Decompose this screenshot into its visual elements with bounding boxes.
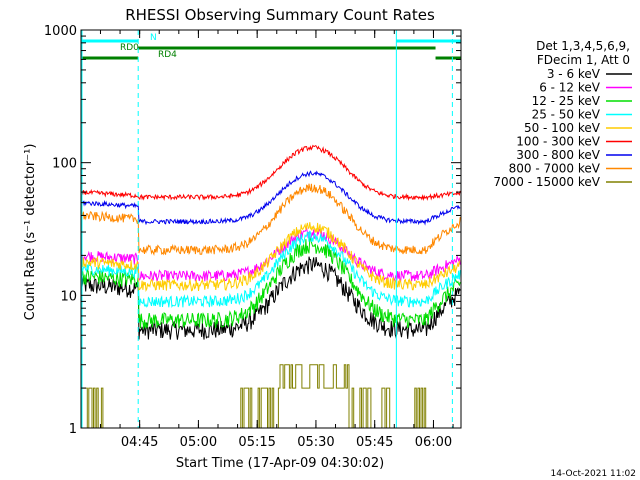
legend-header-line2: FDecim 1, Att 0 xyxy=(537,53,630,67)
y-tick-label-0: 1 xyxy=(69,422,77,437)
series-line-2 xyxy=(80,237,461,330)
y-tick-label-2: 100 xyxy=(52,157,77,172)
chart-title: RHESSI Observing Summary Count Rates xyxy=(125,6,435,24)
legend-label-4: 50 - 100 keV xyxy=(524,121,601,135)
render-timestamp: 14-Oct-2021 11:02 xyxy=(551,469,636,479)
x-tick-label-4: 05:45 xyxy=(356,435,393,450)
legend-label-6: 300 - 800 keV xyxy=(516,148,600,162)
series-line-7 xyxy=(80,183,461,256)
legend-header-line1: Det 1,3,4,5,6,9, xyxy=(536,39,630,53)
y-axis-label: Count Rate (s⁻¹ detector⁻¹) xyxy=(23,144,38,321)
x-tick-label-5: 06:00 xyxy=(415,435,452,450)
x-axis: 04:45 05:00 05:15 05:30 05:45 06:00 xyxy=(99,30,454,450)
legend: Det 1,3,4,5,6,9, FDecim 1, Att 0 3 - 6 k… xyxy=(493,39,632,189)
x-tick-label-1: 05:00 xyxy=(180,435,217,450)
flag-label-1: RD0 xyxy=(120,43,139,53)
flag-label-2: RD4 xyxy=(158,50,177,60)
x-tick-label-3: 05:30 xyxy=(297,435,334,450)
legend-label-1: 6 - 12 keV xyxy=(539,81,601,95)
series-layer xyxy=(80,144,461,429)
legend-label-8: 7000 - 15000 keV xyxy=(493,175,600,189)
y-tick-label-1: 10 xyxy=(60,289,77,304)
legend-label-0: 3 - 6 keV xyxy=(547,67,601,81)
legend-label-7: 800 - 7000 keV xyxy=(509,162,601,176)
x-axis-label: Start Time (17-Apr-09 04:30:02) xyxy=(176,456,384,471)
plot-frame xyxy=(80,29,462,429)
series-line-5 xyxy=(80,144,461,202)
series-line-1 xyxy=(80,226,461,283)
flag-layer: N RD0 RD4 xyxy=(81,30,461,428)
y-tick-label-3: 1000 xyxy=(44,24,77,39)
series-line-4 xyxy=(80,222,461,293)
legend-label-3: 25 - 50 keV xyxy=(532,108,601,122)
flag-label-0: N xyxy=(150,33,157,43)
x-tick-label-0: 04:45 xyxy=(121,435,158,450)
series-line-6 xyxy=(80,170,461,226)
series-line-3 xyxy=(80,230,461,308)
y-axis: 1 10 100 1000 xyxy=(44,24,461,437)
legend-label-5: 100 - 300 keV xyxy=(516,135,600,149)
legend-label-2: 12 - 25 keV xyxy=(532,94,601,108)
x-tick-label-2: 05:15 xyxy=(238,435,275,450)
